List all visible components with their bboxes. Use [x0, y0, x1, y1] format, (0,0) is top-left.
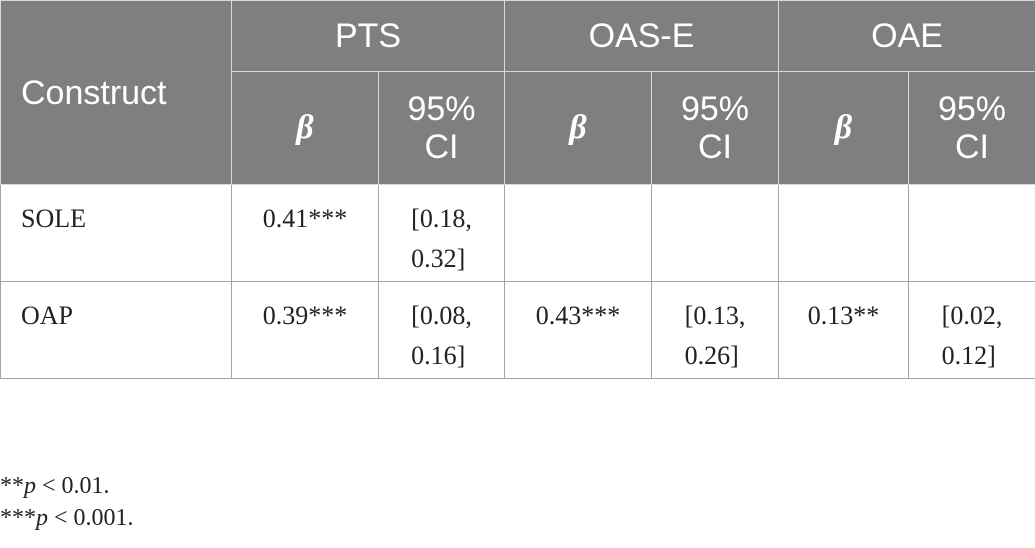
ci-header-line2: CI [955, 128, 989, 166]
group-header-pts: PTS [231, 0, 505, 72]
ci-header: 95% CI [378, 71, 505, 185]
beta-header: β [231, 71, 379, 185]
ci-lower: [0.02, [941, 301, 1003, 330]
ci-lower: [0.18, [411, 204, 472, 233]
beta-cell [778, 184, 909, 282]
table-row-oap: OAP 0.39*** [0.08, 0.16] 0.43*** [0.13, 0.… [0, 281, 1035, 379]
table-footnotes: **p < 0.01. ***p < 0.001. [0, 470, 134, 534]
ci-upper: 0.16] [411, 341, 466, 370]
ci-header: 95% CI [908, 71, 1035, 185]
ci-lower: [0.13, [684, 301, 746, 330]
ci-upper: 0.32] [411, 244, 466, 273]
ci-cell: [0.13, 0.26] [651, 281, 779, 379]
ci-header-line1: 95% [407, 90, 476, 128]
footnote-p001: ***p < 0.001. [0, 502, 134, 534]
footnote-stars: ** [0, 473, 24, 499]
table-row-sole: SOLE 0.41*** [0.18, 0.32] [0, 184, 1035, 282]
results-table: Construct PTS OAS-E OAE β 95% CI β 95% CI … [0, 0, 1035, 379]
ci-header-line2: CI [698, 128, 732, 166]
footnote-p01: **p < 0.01. [0, 470, 134, 502]
footnote-stars: *** [0, 505, 36, 531]
row-label: OAP [0, 281, 232, 379]
beta-cell: 0.43*** [504, 281, 652, 379]
footnote-threshold: < 0.001. [48, 505, 134, 531]
footnote-p-symbol: p [24, 473, 36, 499]
header-row-groups: Construct PTS OAS-E OAE [0, 0, 1035, 185]
header-row-stats: β 95% CI β 95% CI β 95% CI [1, 71, 1035, 185]
construct-header: Construct [0, 0, 232, 185]
ci-header: 95% CI [651, 71, 779, 185]
ci-cell: [0.18, 0.32] [378, 184, 505, 282]
ci-cell: [0.02, 0.12] [908, 281, 1035, 379]
group-header-oae: OAE [778, 0, 1035, 72]
ci-cell [651, 184, 779, 282]
ci-lower: [0.08, [411, 301, 472, 330]
ci-header-line2: CI [424, 128, 459, 166]
beta-cell [504, 184, 652, 282]
ci-cell [908, 184, 1035, 282]
beta-cell: 0.41*** [231, 184, 379, 282]
ci-cell: [0.08, 0.16] [378, 281, 505, 379]
footnote-p-symbol: p [36, 505, 48, 531]
ci-upper: 0.12] [941, 341, 996, 370]
group-header-oas-e: OAS-E [504, 0, 779, 72]
beta-header: β [504, 71, 652, 185]
beta-cell: 0.13** [778, 281, 909, 379]
ci-header-line1: 95% [937, 90, 1007, 128]
ci-header-line1: 95% [680, 90, 750, 128]
row-label: SOLE [0, 184, 232, 282]
beta-cell: 0.39*** [231, 281, 379, 379]
footnote-threshold: < 0.01. [36, 473, 110, 499]
beta-header: β [778, 71, 909, 185]
ci-upper: 0.26] [684, 341, 739, 370]
